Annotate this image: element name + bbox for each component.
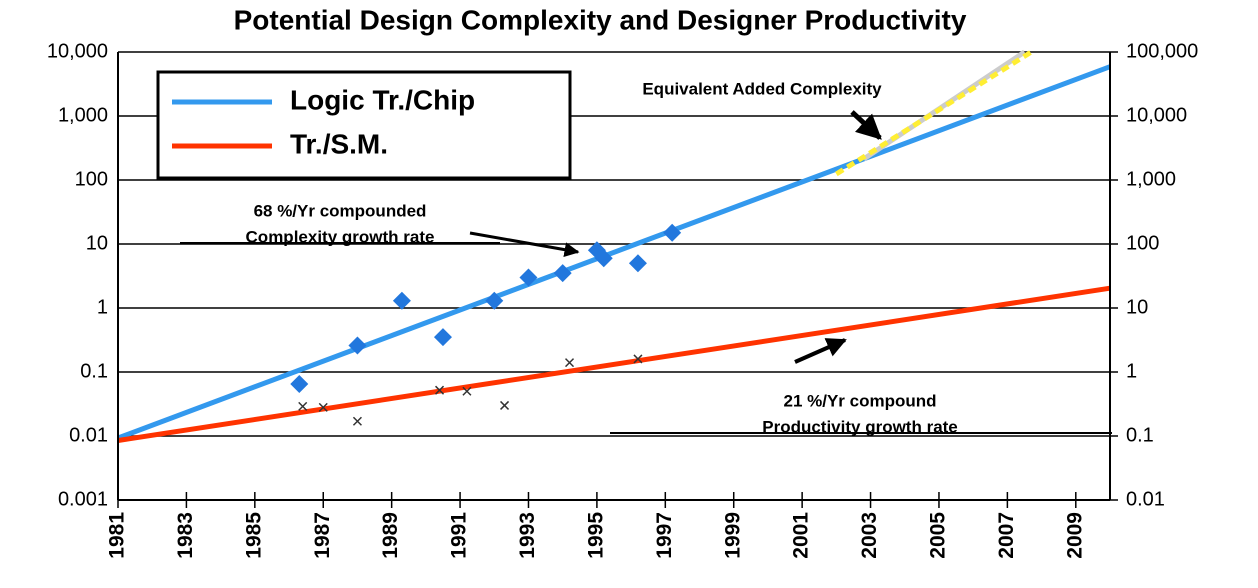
y2-tick-label: 100,000 [1126, 40, 1198, 62]
data-point [462, 386, 472, 396]
data-point [485, 291, 504, 310]
annotation: Productivity growth rate [762, 417, 958, 436]
arrow [469, 231, 580, 258]
x-tick-label: 1993 [516, 512, 539, 559]
y-tick-label: 0.001 [58, 488, 108, 510]
x-tick-label: 1981 [106, 512, 129, 559]
data-point [628, 254, 647, 273]
y-tick-label: 1,000 [58, 104, 108, 126]
legend-label: Logic Tr./Chip [290, 84, 475, 115]
legend: Logic Tr./Chip Tr./S.M. [172, 84, 475, 159]
x-tick-label: 1997 [653, 512, 676, 559]
x-tick-label: 2003 [858, 512, 881, 559]
marks [117, 49, 1111, 443]
data-point [633, 354, 643, 364]
data-point [348, 336, 367, 355]
x-tick-label: 1995 [584, 512, 607, 559]
data-point [435, 385, 445, 395]
chart-title: Potential Design Complexity and Designer… [234, 4, 967, 35]
arrow [794, 338, 847, 364]
series-line [862, 49, 1026, 162]
arrow [850, 110, 882, 140]
y-tick-label: 1 [97, 296, 108, 318]
data-point [352, 416, 362, 426]
data-point [318, 402, 328, 412]
x-tick-label: 2007 [995, 512, 1018, 559]
y2-tick-label: 10 [1126, 296, 1148, 318]
data-point [565, 358, 575, 368]
x-tick-label: 1983 [174, 512, 197, 559]
y2-tick-label: 1 [1126, 360, 1137, 382]
x-tick-label: 1989 [379, 512, 402, 559]
x-tick-label: 1991 [448, 512, 471, 559]
data-point [519, 268, 538, 287]
y-tick-label: 100 [75, 168, 108, 190]
data-point [500, 400, 510, 410]
x-tick-label: 1999 [721, 512, 744, 559]
y-tick-label: 0.01 [69, 424, 108, 446]
x-tick-label: 2005 [927, 512, 950, 559]
series-line [117, 285, 1111, 443]
y2-tick-label: 1,000 [1126, 168, 1176, 190]
annotation: 68 %/Yr compounded [254, 201, 427, 220]
data-point [663, 223, 682, 242]
annotation: Equivalent Added Complexity [642, 79, 882, 98]
y-tick-label: 0.1 [80, 360, 108, 382]
y2-tick-label: 0.1 [1126, 424, 1154, 446]
y2-tick-label: 0.01 [1126, 488, 1165, 510]
x-tick-label: 2001 [790, 512, 813, 559]
legend-box [156, 70, 572, 180]
annotation: 21 %/Yr compound [783, 391, 936, 410]
data-point [298, 401, 308, 411]
y2-tick-label: 100 [1126, 232, 1159, 254]
x-tick-label: 1985 [242, 512, 265, 559]
legend-label: Tr./S.M. [290, 128, 388, 159]
annotation: Complexity growth rate [246, 227, 435, 246]
data-point [553, 264, 572, 283]
x-tick-label: 1987 [311, 512, 334, 559]
series-line [117, 64, 1111, 441]
data-point [594, 249, 613, 268]
y-tick-label: 10 [86, 232, 108, 254]
x-tick-label: 2009 [1063, 512, 1086, 559]
data-point [392, 291, 411, 310]
y2-tick-label: 10,000 [1126, 104, 1187, 126]
y-tick-label: 10,000 [47, 40, 108, 62]
data-point [433, 328, 452, 347]
data-point [290, 374, 309, 393]
